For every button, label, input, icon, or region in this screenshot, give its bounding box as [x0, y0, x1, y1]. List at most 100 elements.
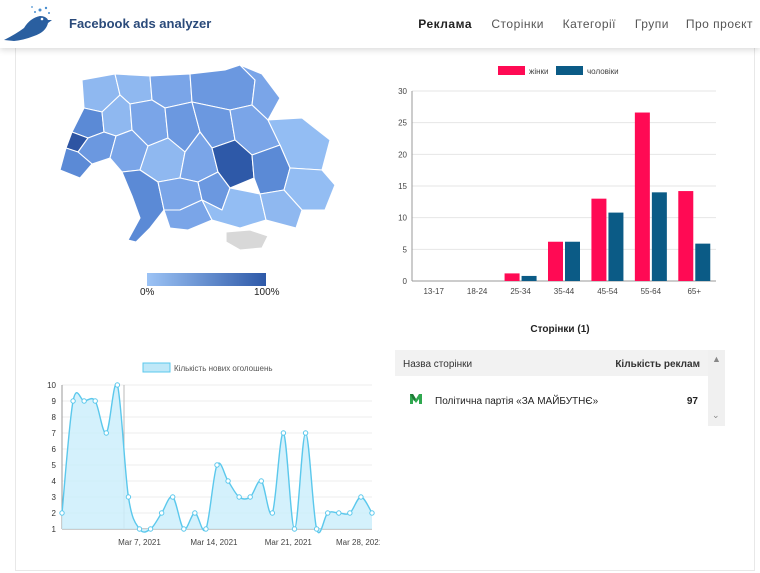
x-tick-label: 25-34	[510, 287, 531, 296]
bar-25-34-жінки	[504, 273, 520, 281]
y-tick-label: 15	[398, 182, 407, 191]
data-point	[81, 398, 87, 404]
x-tick-label: Mar 28, 2021	[336, 538, 380, 547]
bar-45-54-чоловіки	[608, 212, 624, 281]
table-scrollbar[interactable]: ▲ ⌄	[708, 350, 725, 426]
data-point	[280, 430, 287, 436]
data-point	[114, 382, 121, 388]
map-region	[259, 189, 303, 229]
app-title: Facebook ads analyzer	[69, 16, 212, 31]
data-point	[225, 478, 231, 484]
data-point	[236, 494, 242, 500]
y-tick-label: 5	[52, 461, 57, 470]
area-fill	[62, 383, 372, 533]
data-point	[59, 510, 65, 516]
chevron-up-icon[interactable]: ▲	[712, 354, 721, 364]
bar-55-64-жінки	[634, 112, 650, 282]
nav-item-ads[interactable]: Реклама	[418, 17, 472, 31]
data-point	[203, 526, 209, 532]
data-point	[313, 526, 320, 532]
map-color-scale	[147, 273, 266, 286]
data-point	[125, 494, 132, 500]
map-scale-max-label: 100%	[254, 287, 280, 298]
pages-table-title: Сторінки (1)	[530, 324, 590, 335]
data-point	[347, 510, 353, 516]
x-tick-label: 45-54	[597, 287, 618, 296]
data-point	[258, 478, 264, 484]
y-tick-label: 5	[403, 245, 408, 254]
age-gender-bar-chart: 0 5 10 15 20 25 30 13-17 18-24 25-34 35-44 45-54 55-…	[398, 66, 716, 296]
y-tick-label: 2	[52, 509, 57, 518]
table-header: Назва сторінки Кількість реклам	[395, 350, 708, 376]
y-tick-label: 9	[52, 397, 57, 406]
data-point	[336, 510, 342, 516]
top-header: Facebook ads analyzer Реклама Сторінки К…	[0, 0, 760, 48]
data-point	[369, 510, 375, 516]
data-point	[136, 526, 143, 532]
pages-table: Назва сторінки Кількість реклам Політичн…	[395, 350, 725, 426]
data-point	[358, 494, 364, 500]
y-tick-label: 1	[52, 525, 57, 534]
legend-swatch-1	[556, 66, 583, 75]
column-header-page-name[interactable]: Назва сторінки	[403, 359, 473, 370]
legend-label-0: жінки	[529, 67, 549, 76]
chevron-down-icon[interactable]: ⌄	[712, 410, 720, 420]
data-point	[291, 526, 298, 532]
nav-item-about[interactable]: Про проєкт	[685, 17, 753, 31]
data-point	[214, 462, 220, 468]
y-tick-label: 10	[398, 214, 407, 223]
y-tick-label: 3	[52, 493, 57, 502]
map-region	[59, 147, 93, 179]
bar-35-44-жінки	[548, 241, 563, 281]
data-point	[170, 494, 176, 500]
data-point	[192, 510, 198, 516]
bar-25-34-чоловіки	[521, 275, 537, 281]
y-tick-label: 10	[47, 381, 56, 390]
page-name[interactable]: Політична партія «ЗА МАЙБУТНЄ»	[435, 396, 599, 407]
data-point	[70, 398, 76, 404]
y-tick-label: 6	[52, 445, 57, 454]
x-tick-label: 18-24	[467, 287, 488, 296]
new-ads-line-chart: 1 2 3 4 5 6 7 8 9 10 Кількість нових оголошень Mar …	[47, 362, 380, 547]
data-point	[158, 510, 165, 516]
bar-65+-жінки	[678, 191, 694, 281]
x-tick-label: 65+	[687, 287, 701, 296]
party-logo-icon	[410, 394, 422, 404]
main-content	[15, 48, 755, 571]
nav-item-categories[interactable]: Категорії	[562, 17, 616, 31]
data-point	[247, 494, 253, 500]
x-tick-label: Mar 21, 2021	[265, 538, 313, 547]
bar-65+-чоловіки	[695, 243, 711, 281]
x-tick-label: Mar 14, 2021	[190, 538, 238, 547]
data-point	[147, 526, 154, 532]
y-tick-label: 20	[398, 150, 407, 159]
bar-45-54-жінки	[591, 198, 607, 281]
table-row[interactable]: Політична партія «ЗА МАЙБУТНЄ» 97	[395, 386, 708, 416]
x-tick-label: 13-17	[423, 287, 444, 296]
map-scale-min-label: 0%	[140, 287, 155, 298]
legend-swatch-0	[142, 362, 171, 373]
map-region	[225, 229, 269, 250]
data-point	[302, 430, 309, 436]
map-region	[121, 169, 165, 243]
y-tick-label: 25	[398, 119, 407, 128]
ukraine-region-map	[59, 64, 336, 250]
legend-label-0: Кількість нових оголошень	[174, 364, 273, 373]
x-tick-label: Mar 7, 2021	[118, 538, 161, 547]
y-tick-label: 4	[52, 477, 57, 486]
data-point	[92, 398, 98, 404]
nav-item-groups[interactable]: Групи	[634, 17, 669, 31]
y-tick-label: 0	[403, 277, 408, 286]
y-tick-label: 8	[52, 413, 57, 422]
bar-35-44-чоловіки	[565, 241, 580, 281]
data-point	[269, 510, 276, 516]
y-tick-label: 30	[398, 87, 407, 96]
column-header-ad-count[interactable]: Кількість реклам	[615, 359, 700, 370]
nav-item-pages[interactable]: Сторінки	[491, 17, 544, 31]
legend-swatch-0	[498, 66, 525, 75]
data-point	[103, 430, 109, 436]
x-tick-label: 35-44	[554, 287, 575, 296]
y-tick-label: 7	[52, 429, 57, 438]
x-tick-label: 55-64	[641, 287, 662, 296]
legend-label-1: чоловіки	[587, 67, 619, 76]
